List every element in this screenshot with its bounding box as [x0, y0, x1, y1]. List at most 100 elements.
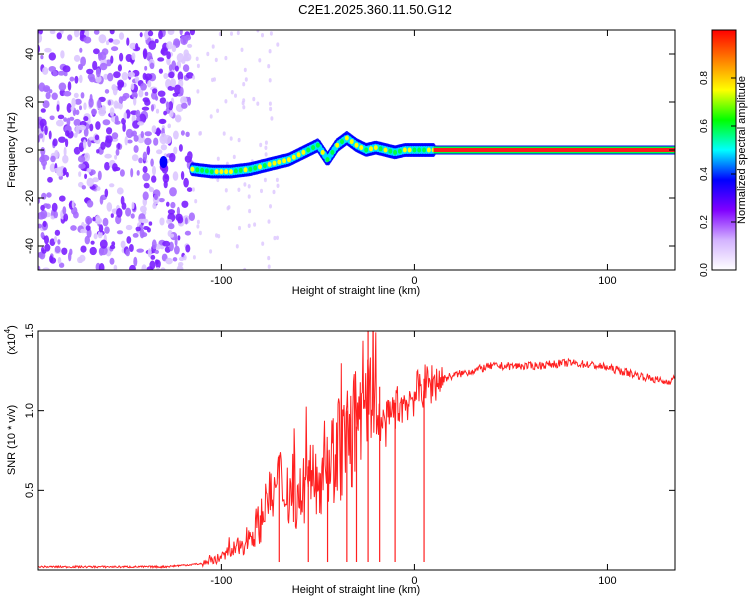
noise-blob	[189, 30, 195, 36]
noise-blob	[157, 90, 166, 97]
noise-blob	[146, 145, 151, 156]
noise-blob	[125, 207, 132, 217]
faint-blob	[237, 187, 241, 192]
noise-blob	[130, 168, 134, 178]
noise-blob	[120, 240, 126, 249]
noise-blob	[160, 267, 166, 270]
snr-multiplier-exponent: 4	[3, 328, 12, 333]
faint-blob	[268, 49, 272, 54]
snr-frame	[37, 330, 676, 571]
faint-blob	[216, 108, 220, 114]
noise-blob	[131, 154, 139, 162]
noise-blob	[173, 130, 179, 140]
noise-blob	[65, 138, 69, 148]
noise-blob	[114, 154, 118, 160]
noise-blob	[83, 116, 89, 122]
noise-blob	[148, 186, 152, 191]
noise-blob	[51, 92, 58, 100]
noise-blob	[139, 228, 145, 239]
noise-blob	[38, 133, 44, 139]
noise-blob	[87, 118, 91, 125]
noise-blob	[106, 202, 113, 212]
faint-blob	[240, 47, 244, 52]
ridge-core	[258, 164, 262, 170]
noise-blob	[83, 36, 92, 44]
noise-blob	[131, 201, 135, 210]
spectrogram-content	[38, 30, 675, 270]
top-x-tick-label: 0	[411, 275, 417, 287]
noise-blob	[77, 155, 86, 163]
noise-blob	[160, 144, 168, 151]
snr-x-tick-label: -100	[210, 575, 232, 587]
ridge-core	[262, 163, 267, 169]
faint-blob	[263, 177, 267, 183]
noise-blob	[121, 72, 128, 81]
noise-blob	[122, 122, 126, 132]
noise-blob	[126, 139, 133, 144]
noise-blob	[150, 254, 156, 260]
noise-blob	[177, 235, 181, 241]
faint-blob	[244, 77, 248, 82]
snr-content	[38, 331, 675, 569]
faint-blob	[191, 187, 195, 192]
noise-blob	[79, 47, 83, 53]
ridge-core	[364, 147, 369, 153]
faint-blob	[264, 145, 268, 150]
faint-blob	[247, 194, 251, 199]
noise-blob	[154, 39, 159, 44]
noise-blob	[167, 223, 175, 230]
colorbar: 0.0 0.2 0.4 0.6 0.8 Normalized spectral ampl…	[699, 29, 748, 277]
noise-blob	[38, 265, 41, 270]
noise-blob	[67, 81, 72, 91]
ridge-core	[296, 152, 301, 158]
noise-blob	[83, 139, 87, 150]
ridge-core	[233, 168, 238, 174]
noise-blob	[135, 43, 139, 51]
ridge-core	[402, 147, 407, 153]
noise-blob	[105, 59, 112, 67]
noise-blob	[180, 35, 189, 46]
noise-blob	[102, 217, 109, 227]
noise-blob	[93, 233, 98, 240]
ridge-core	[383, 147, 388, 153]
faint-blob	[224, 99, 228, 104]
faint-blob	[243, 67, 247, 73]
ridge-core	[359, 145, 364, 151]
noise-blob	[86, 68, 94, 75]
colorbar-tick-label: 0.8	[699, 71, 710, 85]
noise-blob	[138, 218, 147, 223]
noise-blob	[159, 97, 167, 104]
faint-blob	[224, 188, 228, 193]
noise-blob	[158, 198, 165, 203]
noise-blob	[40, 204, 45, 211]
ridge-core	[253, 165, 258, 171]
faint-blob	[269, 31, 273, 36]
noise-blob	[142, 97, 150, 103]
noise-blob	[44, 243, 51, 252]
noise-blob	[180, 171, 185, 180]
noise-blob	[152, 165, 156, 176]
noise-blob	[153, 193, 159, 201]
ridge-core	[393, 149, 398, 155]
noise-blob	[83, 127, 89, 137]
noise-blob	[57, 257, 62, 264]
noise-blob	[79, 74, 83, 84]
noise-blob	[111, 84, 117, 91]
ridge-core	[412, 147, 417, 153]
noise-blob	[125, 54, 133, 62]
noise-blob	[157, 57, 165, 62]
noise-blob	[80, 92, 85, 99]
noise-blob	[133, 145, 139, 153]
noise-blob	[167, 209, 175, 215]
ridge-core	[344, 135, 349, 141]
noise-blob	[150, 104, 155, 112]
noise-blob	[168, 64, 173, 72]
noise-blob	[53, 210, 58, 219]
noise-blob	[116, 208, 123, 218]
snr-multiplier-close: )	[6, 325, 18, 329]
noise-blob	[164, 174, 169, 179]
noise-blob	[80, 228, 86, 234]
ridge-core	[369, 146, 373, 152]
noise-blob	[42, 85, 51, 93]
ridge-core	[204, 168, 209, 174]
